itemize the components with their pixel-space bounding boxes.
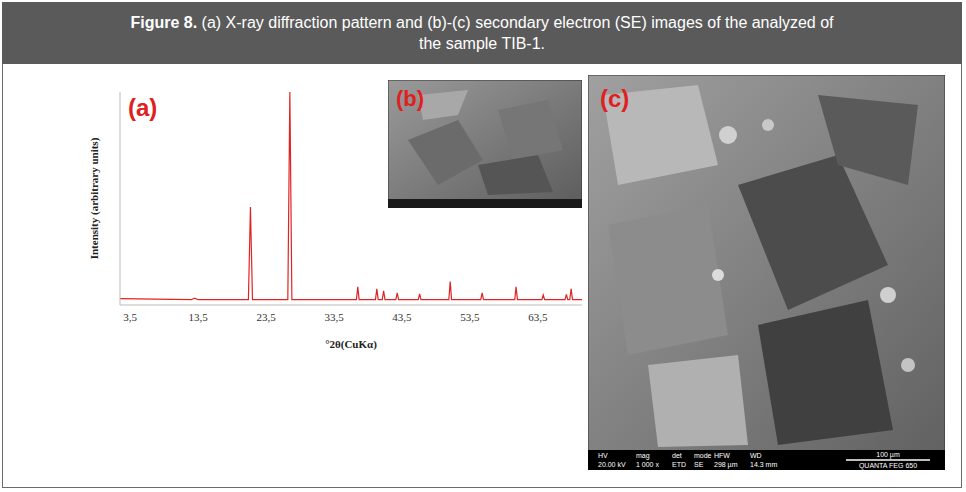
svg-text:20.00 kV: 20.00 kV xyxy=(598,461,626,468)
svg-text:SE: SE xyxy=(694,461,704,468)
svg-text:33,5: 33,5 xyxy=(324,311,344,323)
html-text:(c): (c) xyxy=(600,85,630,112)
svg-text:Intensity (arbitrary units): Intensity (arbitrary units) xyxy=(88,137,101,259)
html-text:Figure 8. (a) X-ray diffractio: Figure 8. (a) X-ray diffraction pattern … xyxy=(130,14,834,52)
svg-text:HV: HV xyxy=(598,452,608,459)
svg-text:HFW: HFW xyxy=(714,452,730,459)
svg-text:det: det xyxy=(672,452,682,459)
svg-text:14.3 mm: 14.3 mm xyxy=(750,461,777,468)
html-text:(b): (b) xyxy=(396,86,425,111)
svg-text:13,5: 13,5 xyxy=(189,311,209,323)
svg-text:43,5: 43,5 xyxy=(392,311,412,323)
svg-text:3,5: 3,5 xyxy=(123,311,137,323)
svg-text:100 µm: 100 µm xyxy=(876,451,900,459)
svg-text:QUANTA FEG 650: QUANTA FEG 650 xyxy=(859,462,917,470)
svg-text:53,5: 53,5 xyxy=(460,311,480,323)
svg-text:mag: mag xyxy=(636,452,650,460)
svg-text:°2θ(CuKα): °2θ(CuKα) xyxy=(325,338,377,350)
svg-text:23,5: 23,5 xyxy=(256,311,276,323)
svg-text:63,5: 63,5 xyxy=(528,311,548,323)
svg-text:1 000 x: 1 000 x xyxy=(636,461,659,468)
svg-text:298 µm: 298 µm xyxy=(714,461,738,469)
svg-text:ETD: ETD xyxy=(672,461,686,468)
svg-text:mode: mode xyxy=(694,452,712,459)
html-text:(a): (a) xyxy=(128,94,158,121)
svg-text:WD: WD xyxy=(750,452,762,459)
